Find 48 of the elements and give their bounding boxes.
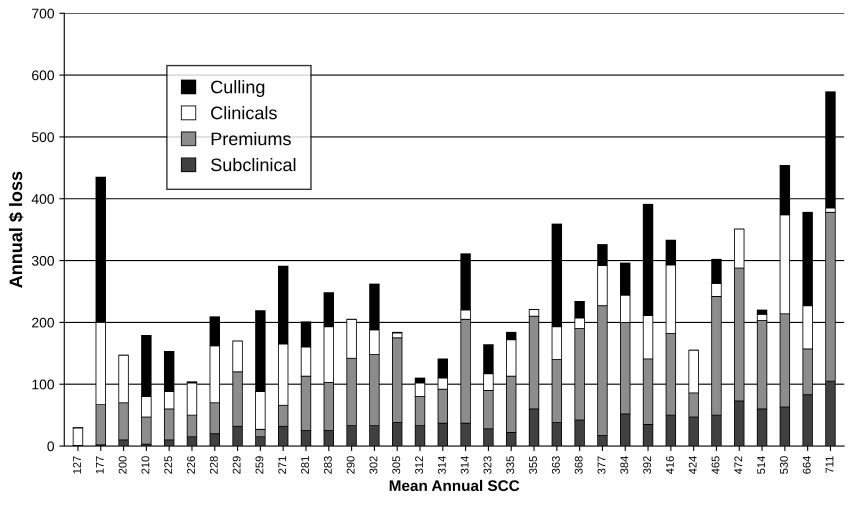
x-tick-label: 177 [96, 456, 104, 474]
x-tick-label: 229 [232, 456, 241, 474]
x-tick-label: 530 [780, 456, 788, 474]
y-tick-label: 200 [32, 318, 54, 328]
x-tick-label: 281 [301, 456, 309, 474]
y-tick-label: 700 [32, 8, 54, 18]
y-axis-title: Annual $ loss [8, 172, 24, 288]
x-tick-label: 472 [734, 456, 742, 474]
x-tick-label: 226 [187, 456, 195, 474]
x-tick-label: 302 [370, 456, 378, 474]
x-tick-label: 355 [529, 456, 538, 474]
x-tick-label: 335 [506, 456, 514, 474]
x-tick-label: 377 [598, 456, 606, 474]
x-tick-label: 290 [346, 456, 355, 474]
x-tick-label: 283 [324, 456, 332, 474]
y-tick-label: 600 [32, 70, 54, 80]
legend-label: Subclinical [211, 158, 296, 172]
x-tick-label: 314 [438, 456, 446, 474]
y-tick-label: 500 [32, 132, 54, 142]
x-tick-label: 312 [415, 456, 423, 474]
y-tick-label: 0 [47, 441, 54, 452]
x-tick-label: 416 [666, 456, 674, 474]
x-tick-label: 127 [73, 456, 81, 474]
y-tick-label: 100 [32, 380, 54, 390]
x-tick-label: 363 [552, 456, 560, 474]
x-tick-label: 225 [164, 456, 172, 474]
y-tick-label: 400 [32, 194, 54, 204]
x-tick-label: 271 [278, 456, 286, 474]
legend-label: Culling [211, 80, 264, 97]
legend-label: Clinicals [211, 106, 277, 120]
x-tick-label: 384 [620, 456, 628, 474]
x-tick-label: 259 [255, 456, 264, 474]
x-tick-label: 323 [484, 456, 492, 474]
x-axis-title: Mean Annual SCC [390, 480, 520, 492]
x-tick-label: 200 [118, 456, 127, 474]
x-tick-label: 465 [712, 456, 720, 474]
y-tick-label: 300 [32, 256, 54, 266]
x-tick-label: 314 [460, 456, 469, 474]
x-tick-label: 305 [392, 456, 400, 474]
x-tick-label: 368 [574, 456, 583, 474]
x-tick-label: 392 [643, 456, 652, 474]
x-tick-label: 514 [757, 456, 766, 474]
x-tick-label: 711 [826, 456, 834, 473]
x-tick-label: 664 [802, 456, 811, 474]
x-tick-label: 210 [141, 456, 150, 474]
x-tick-label: 228 [210, 456, 218, 474]
legend-label: Premiums [212, 132, 291, 146]
x-tick-label: 424 [688, 456, 697, 474]
